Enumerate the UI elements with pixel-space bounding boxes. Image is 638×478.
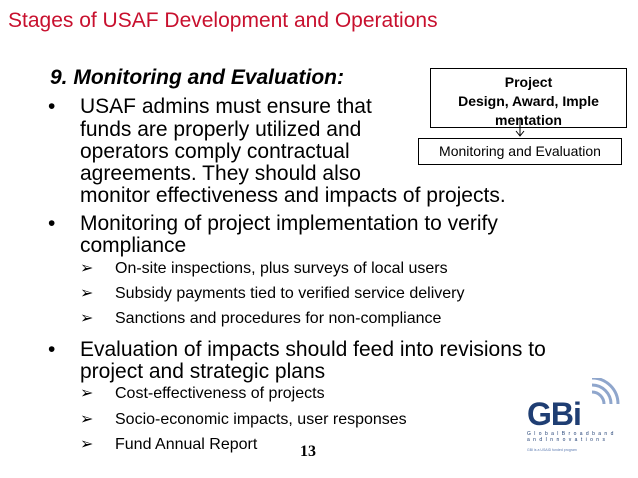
page-number: 13 bbox=[300, 443, 316, 460]
bullet-dot: • bbox=[48, 95, 56, 118]
bullet-line: funds are properly utilized and bbox=[80, 118, 362, 141]
logo-tagline-line: G l o b a l B r o a d b a n d bbox=[527, 431, 615, 437]
sub-bullet-line: Fund Annual Report bbox=[115, 436, 258, 453]
bullet-line: operators comply contractual bbox=[80, 140, 350, 163]
bullet-line: Evaluation of impacts should feed into r… bbox=[80, 338, 546, 361]
project-design-box: Project Design, Award, Imple mentation bbox=[430, 68, 627, 128]
sub-bullet-line: Cost-effectiveness of projects bbox=[115, 385, 325, 402]
sub-bullet-arrow-icon: ➢ bbox=[80, 285, 94, 302]
sub-bullet-arrow-icon: ➢ bbox=[80, 310, 94, 327]
bullet-line: project and strategic plans bbox=[80, 360, 326, 383]
sub-bullet-arrow-icon: ➢ bbox=[80, 411, 94, 428]
bullet-line: Monitoring of project implementation to … bbox=[80, 212, 498, 235]
logo-wordmark: GBi bbox=[527, 396, 582, 432]
logo-note: GBI is a USAID funded program bbox=[527, 448, 577, 452]
bullet-line: compliance bbox=[80, 234, 187, 257]
logo-tagline-line: a n d I n n o v a t i o n s bbox=[527, 437, 606, 443]
box-line: mentation bbox=[495, 112, 562, 128]
box-line: Design, Award, Imple bbox=[458, 93, 599, 109]
sub-bullet-arrow-icon: ➢ bbox=[80, 436, 94, 453]
bullet-line: USAF admins must ensure that bbox=[80, 95, 372, 118]
logo-tagline: G l o b a l B r o a d b a n d a n d I n … bbox=[527, 431, 614, 443]
sub-bullet-line: Sanctions and procedures for non-complia… bbox=[115, 310, 442, 327]
slide-title: Stages of USAF Development and Operation… bbox=[8, 9, 438, 32]
bullet-dot: • bbox=[48, 212, 56, 235]
bullet-dot: • bbox=[48, 338, 56, 361]
sub-bullet-line: Socio-economic impacts, user responses bbox=[115, 411, 407, 428]
sub-bullet-line: On-site inspections, plus surveys of loc… bbox=[115, 260, 448, 277]
box-line: Project bbox=[504, 74, 553, 90]
monitoring-evaluation-box: Monitoring and Evaluation bbox=[418, 138, 622, 165]
bullet-line: monitor effectiveness and impacts of pro… bbox=[80, 184, 506, 207]
section-heading: 9. Monitoring and Evaluation: bbox=[50, 66, 344, 89]
sub-bullet-line: Subsidy payments tied to verified servic… bbox=[115, 285, 465, 302]
gbi-signal-icon bbox=[591, 378, 620, 405]
down-arrow-icon bbox=[515, 118, 525, 137]
sub-bullet-arrow-icon: ➢ bbox=[80, 260, 94, 277]
sub-bullet-arrow-icon: ➢ bbox=[80, 385, 94, 402]
bullet-line: agreements. They should also bbox=[80, 162, 361, 185]
